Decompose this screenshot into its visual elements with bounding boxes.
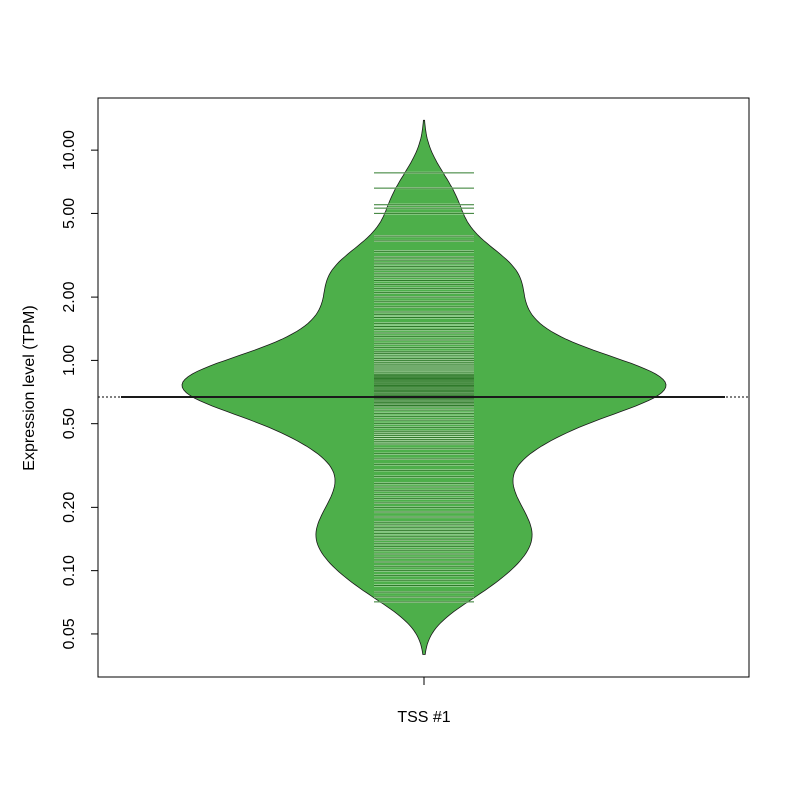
y-axis-label: Expression level (TPM): [21, 305, 38, 470]
y-tick-label: 0.10: [61, 555, 78, 586]
y-tick-label: 5.00: [61, 198, 78, 229]
y-tick-label: 0.05: [61, 618, 78, 649]
y-tick-label: 0.50: [61, 408, 78, 439]
y-tick-label: 0.20: [61, 492, 78, 523]
x-tick-label: TSS #1: [397, 709, 450, 726]
y-tick-label: 10.00: [61, 130, 78, 170]
bean-lines-inner: [374, 171, 474, 604]
y-tick-label: 2.00: [61, 281, 78, 312]
y-tick-label: 1.00: [61, 345, 78, 376]
